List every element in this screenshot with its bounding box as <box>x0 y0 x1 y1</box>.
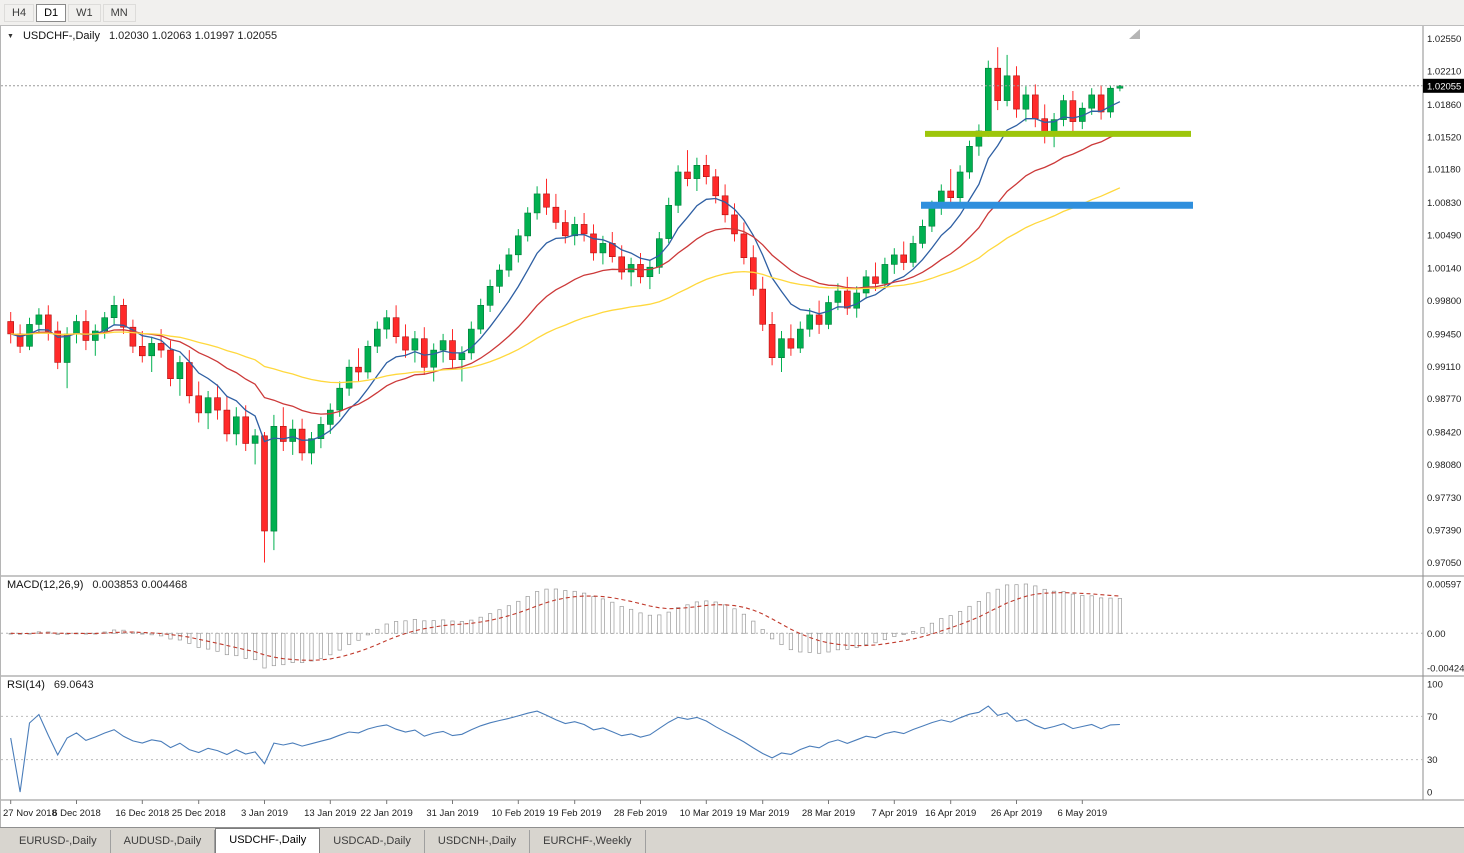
svg-text:0.98080: 0.98080 <box>1427 460 1461 471</box>
chart-tabs-bar: EURUSD-,Daily AUDUSD-,Daily USDCHF-,Dail… <box>0 827 1464 853</box>
svg-text:25 Dec 2018: 25 Dec 2018 <box>172 808 226 819</box>
svg-text:1.01520: 1.01520 <box>1427 132 1461 143</box>
svg-text:0.00: 0.00 <box>1427 629 1446 640</box>
svg-text:0.98770: 0.98770 <box>1427 394 1461 405</box>
svg-text:19 Mar 2019: 19 Mar 2019 <box>736 808 789 819</box>
svg-text:27 Nov 2018: 27 Nov 2018 <box>3 808 57 819</box>
svg-text:0.00597: 0.00597 <box>1427 580 1461 591</box>
price-axis: 1.02550 1.02210 1.01860 1.01520 1.01180 1.008… <box>1427 34 1461 569</box>
svg-text:1.02055: 1.02055 <box>1427 81 1461 92</box>
svg-text:7 Apr 2019: 7 Apr 2019 <box>871 808 917 819</box>
tab-usdcnh-daily[interactable]: USDCNH-,Daily <box>425 830 531 853</box>
panel-dividers <box>1 26 1464 801</box>
ma-line-50 <box>10 187 1121 384</box>
tab-usdcad-daily[interactable]: USDCAD-,Daily <box>320 830 425 853</box>
svg-text:28 Feb 2019: 28 Feb 2019 <box>614 808 667 819</box>
svg-text:0.98420: 0.98420 <box>1427 428 1461 439</box>
svg-text:13 Jan 2019: 13 Jan 2019 <box>304 808 356 819</box>
svg-text:0.97390: 0.97390 <box>1427 526 1461 537</box>
macd-panel: 0.00597 0.00 -0.004243 <box>1 580 1464 675</box>
svg-text:1.01180: 1.01180 <box>1427 165 1461 176</box>
svg-text:6 May 2019: 6 May 2019 <box>1057 808 1107 819</box>
svg-text:16 Apr 2019: 16 Apr 2019 <box>925 808 976 819</box>
svg-text:1.02210: 1.02210 <box>1427 67 1461 78</box>
svg-text:1.00140: 1.00140 <box>1427 264 1461 275</box>
svg-text:-0.004243: -0.004243 <box>1427 664 1464 675</box>
timeframe-d1-button[interactable]: D1 <box>36 3 67 22</box>
rsi-panel: 100 70 30 0 <box>1 680 1443 799</box>
timeframe-w1-button[interactable]: W1 <box>68 3 101 22</box>
scroll-to-end-icon[interactable] <box>1129 29 1140 39</box>
svg-text:10 Mar 2019: 10 Mar 2019 <box>680 808 733 819</box>
svg-text:0.99450: 0.99450 <box>1427 329 1461 340</box>
ma-line-21 <box>10 131 1121 415</box>
svg-text:28 Mar 2019: 28 Mar 2019 <box>802 808 855 819</box>
svg-text:3 Jan 2019: 3 Jan 2019 <box>241 808 288 819</box>
svg-text:1.01860: 1.01860 <box>1427 100 1461 111</box>
tab-eurchf-weekly[interactable]: EURCHF-,Weekly <box>530 830 646 853</box>
svg-text:70: 70 <box>1427 712 1438 723</box>
svg-text:0.99800: 0.99800 <box>1427 296 1461 307</box>
svg-text:31 Jan 2019: 31 Jan 2019 <box>426 808 478 819</box>
price-chart-canvas[interactable]: 1.02550 1.02210 1.01860 1.01520 1.01180 1.008… <box>1 26 1464 827</box>
svg-text:19 Feb 2019: 19 Feb 2019 <box>548 808 601 819</box>
last-price-badge: 1.02055 <box>1423 78 1464 93</box>
timeframe-toolbar: H4 D1 W1 MN <box>0 0 1464 26</box>
svg-text:30: 30 <box>1427 755 1438 766</box>
svg-text:6 Dec 2018: 6 Dec 2018 <box>52 808 101 819</box>
svg-text:0: 0 <box>1427 788 1432 799</box>
tab-usdchf-daily[interactable]: USDCHF-,Daily <box>215 828 321 853</box>
timeframe-h4-button[interactable]: H4 <box>4 3 35 22</box>
svg-text:0.97050: 0.97050 <box>1427 558 1461 569</box>
tab-eurusd-daily[interactable]: EURUSD-,Daily <box>6 830 111 853</box>
svg-text:22 Jan 2019: 22 Jan 2019 <box>361 808 413 819</box>
svg-text:1.02550: 1.02550 <box>1427 34 1461 45</box>
svg-text:1.00830: 1.00830 <box>1427 198 1461 209</box>
timeframe-mn-button[interactable]: MN <box>102 3 136 22</box>
chart-area: 1.02550 1.02210 1.01860 1.01520 1.01180 1.008… <box>0 26 1464 827</box>
tab-audusd-daily[interactable]: AUDUSD-,Daily <box>111 830 216 853</box>
ma-line-8 <box>10 101 1121 443</box>
svg-text:10 Feb 2019: 10 Feb 2019 <box>492 808 545 819</box>
svg-text:1.00490: 1.00490 <box>1427 230 1461 241</box>
chart-collapse-icon[interactable]: ▼ <box>7 32 14 40</box>
svg-text:0.99110: 0.99110 <box>1427 362 1461 373</box>
svg-text:16 Dec 2018: 16 Dec 2018 <box>115 808 169 819</box>
svg-text:0.97730: 0.97730 <box>1427 493 1461 504</box>
svg-text:100: 100 <box>1427 680 1443 691</box>
svg-text:26 Apr 2019: 26 Apr 2019 <box>991 808 1042 819</box>
